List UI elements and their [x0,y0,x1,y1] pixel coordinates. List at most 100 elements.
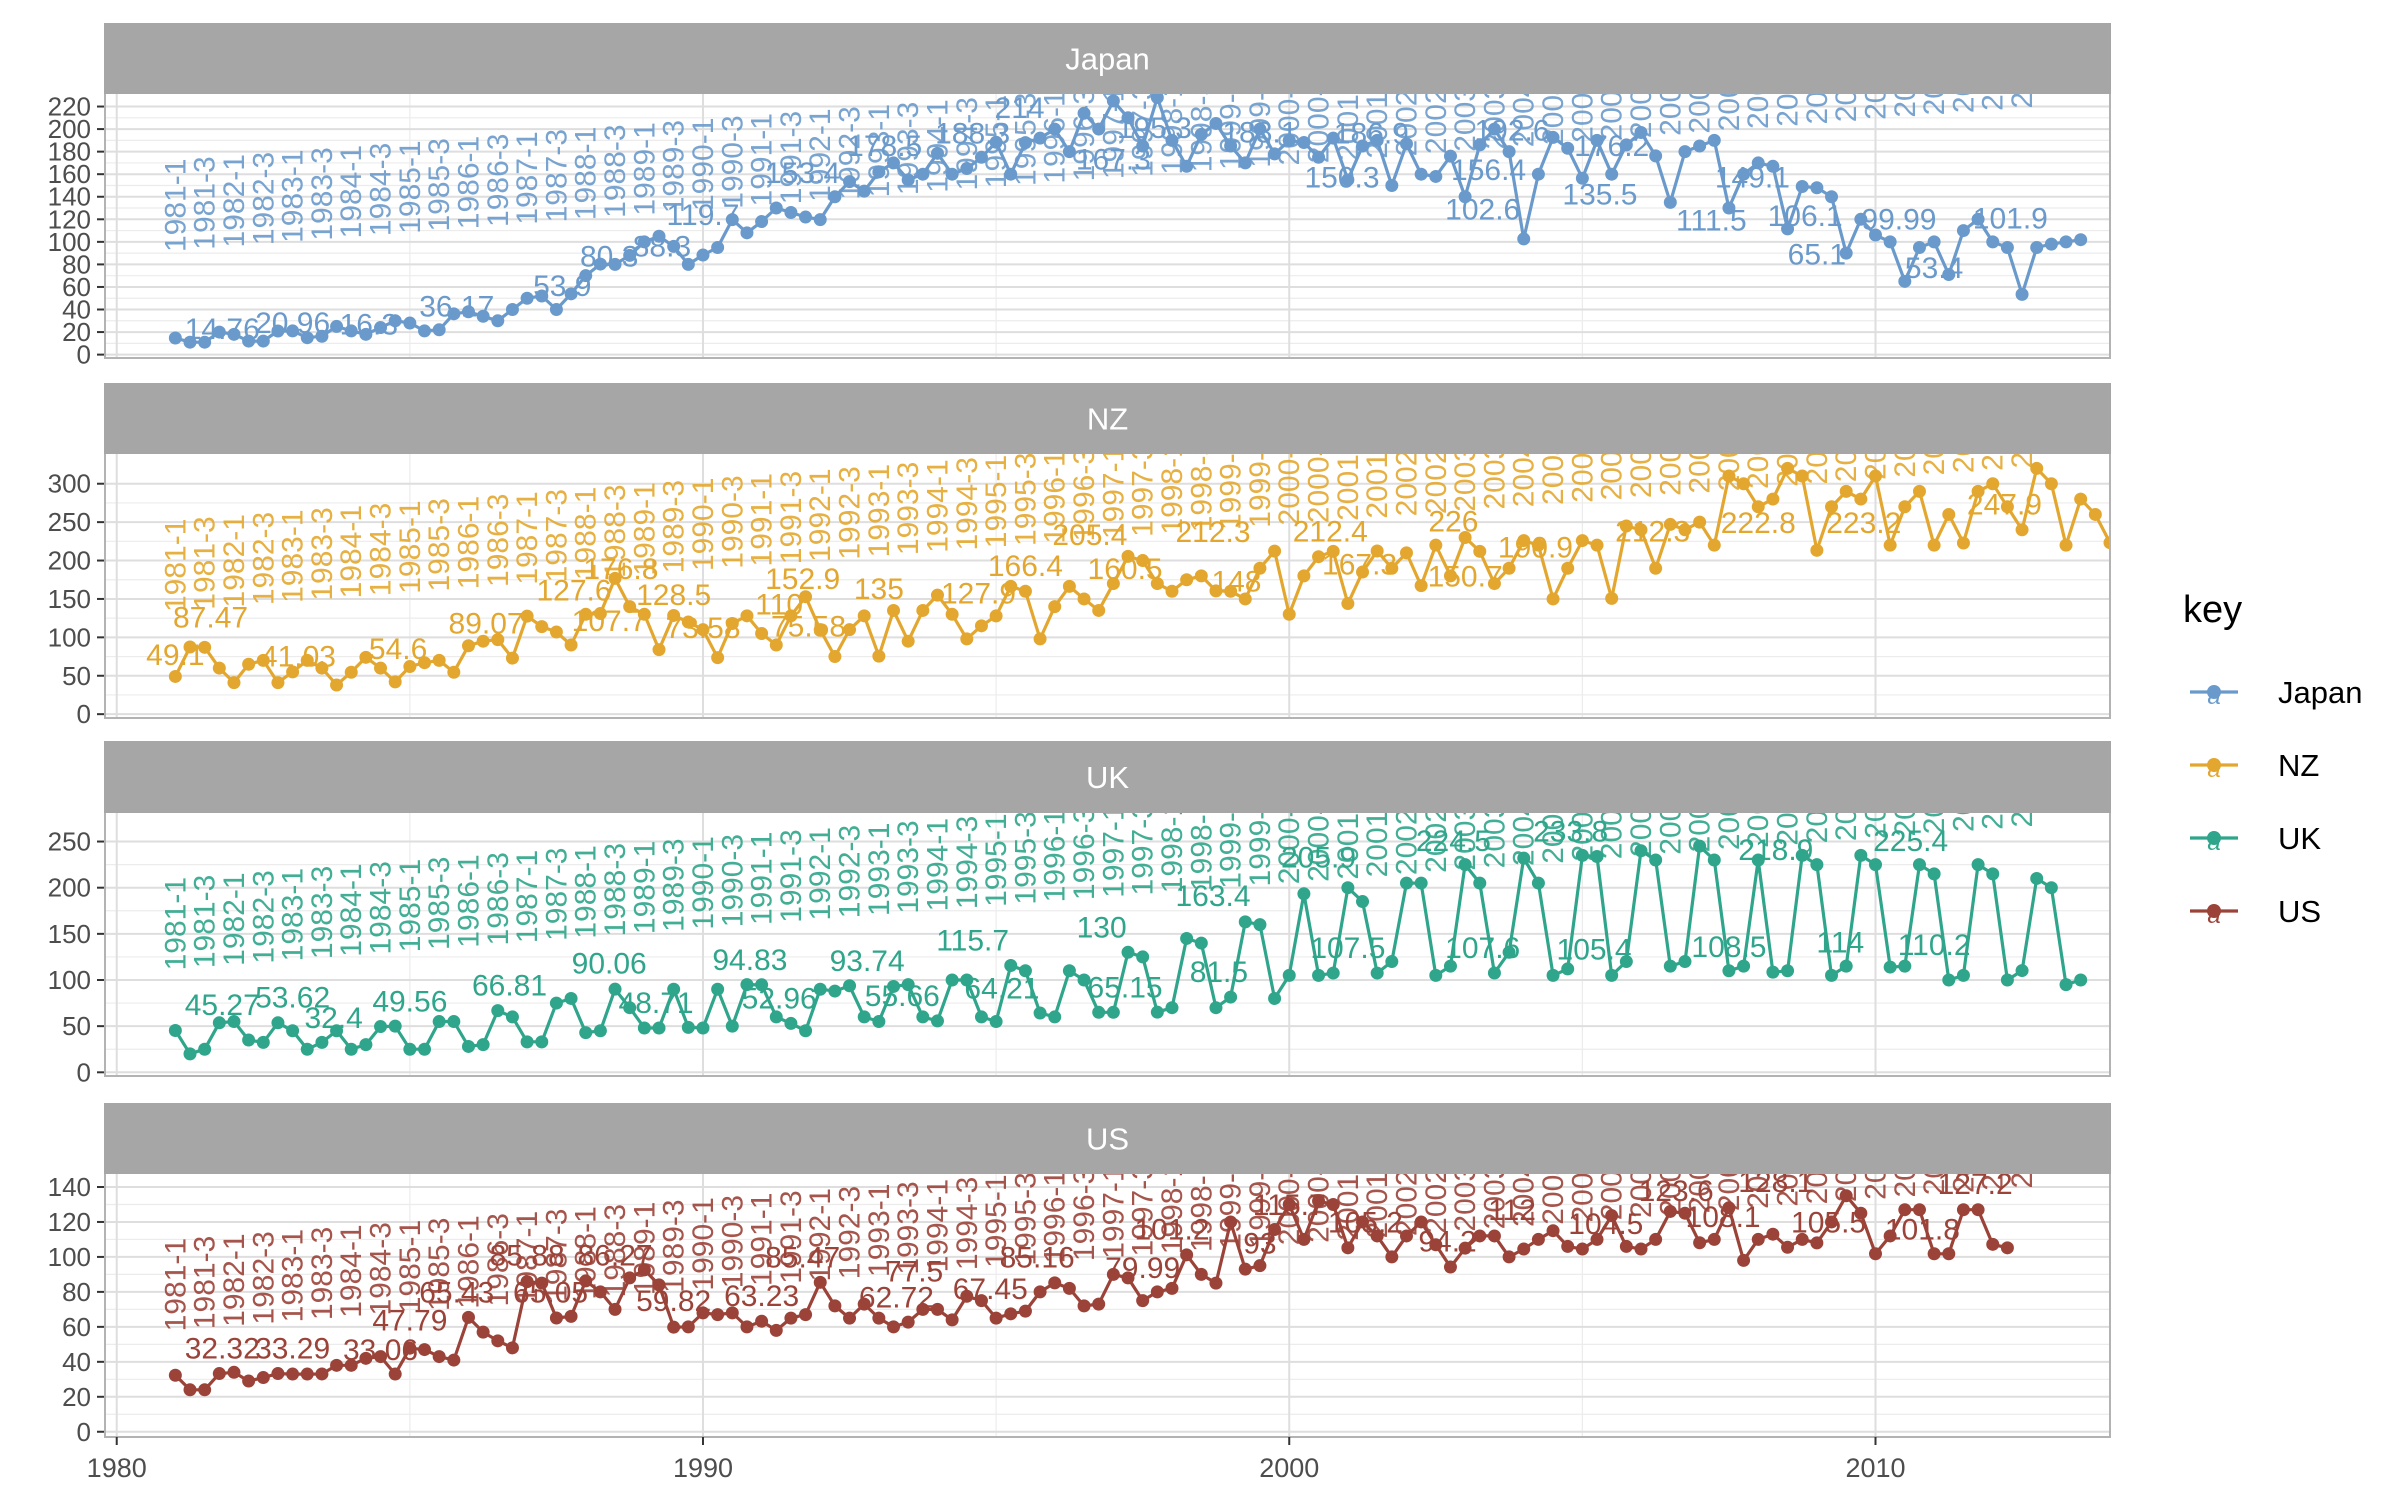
data-point [901,634,915,648]
facet-nz: 0 50 100 150 200 250 300 1981-11981-31982-11982… [48,382,2322,729]
value-label: 107.5 [1310,932,1385,965]
data-point [549,303,563,317]
data-point [1062,1281,1076,1295]
data-point [1956,224,1970,238]
panel-background [105,93,2110,358]
data-point [1106,94,1120,108]
period-label: 1987-1 [511,131,544,224]
data-point [505,651,519,665]
value-label: 108.1 [1686,1201,1761,1234]
data-point [1297,887,1311,901]
period-label: 2005-1 [1566,1129,1599,1222]
period-label: 2002-3 [1420,779,1453,872]
data-point [183,1047,197,1061]
data-point [711,651,725,665]
period-label: 2000-1 [1273,432,1306,525]
value-label: 111.5 [1676,205,1747,238]
legend-item-label: US [2278,894,2321,929]
data-point [1018,584,1032,598]
data-point [1018,136,1032,150]
data-point [711,982,725,996]
period-label: 1984-3 [365,1222,398,1315]
y-tick-label: 250 [48,507,91,537]
data-point [1297,136,1311,150]
value-label: 63.23 [724,1280,799,1313]
data-point [1868,858,1882,872]
data-point [887,1320,901,1334]
data-point [1766,1227,1780,1241]
data-point [2000,500,2014,514]
data-point [1971,212,1985,226]
period-label: 2012-1 [1977,17,2010,110]
data-point [652,229,666,243]
period-label: 2002-3 [1420,421,1453,514]
data-point [2103,536,2110,550]
data-point [2162,470,2175,483]
period-label: 2009-3 [1830,29,1863,122]
data-point [447,1353,461,1367]
data-point [608,982,622,996]
data-point [1927,867,1941,881]
data-point [1414,167,1428,181]
data-point [1136,950,1150,964]
y-tick-label: 80 [62,1277,91,1307]
data-point [1033,131,1047,145]
period-label: 1999-1 [1215,795,1248,888]
legend-key-glyph: a [2207,756,2220,783]
y-tick-label: 100 [48,1242,91,1272]
data-point [1912,1203,1926,1217]
data-point [315,1035,329,1049]
period-label: 2012-3 [2006,1095,2039,1188]
data-point [887,979,901,993]
data-point [242,657,256,671]
data-point [1062,579,1076,593]
data-point [1106,1005,1120,1019]
data-point [799,1308,813,1322]
data-point [593,607,607,621]
period-label: 1981-3 [189,156,222,249]
data-point [1224,584,1238,598]
data-point [828,190,842,204]
data-point [1399,137,1413,151]
period-label: 1998-3 [1185,798,1218,891]
data-point [1561,141,1575,155]
data-point [1414,1215,1428,1229]
y-tick-label: 0 [77,1057,91,1087]
period-label: 2011-3 [1947,382,1980,473]
y-tick-label: 20 [62,317,91,347]
data-point [813,982,827,996]
data-point [1165,1001,1179,1015]
data-point [2309,462,2322,475]
data-point [1487,122,1501,136]
period-label: 1994-1 [921,1179,954,1272]
data-point [1443,1260,1457,1274]
data-point [593,1285,607,1299]
period-label: 1986-3 [482,852,515,945]
period-label: 1990-3 [716,834,749,927]
value-label: 99.99 [1861,203,1936,236]
period-label: 1984-1 [335,145,368,238]
value-label: 65.15 [1088,972,1163,1005]
data-point [2118,477,2131,490]
data-point [828,1299,842,1313]
data-point [212,1367,226,1381]
data-point [344,1042,358,1056]
series-content: 1981-11981-31982-11982-31983-11983-31984… [146,382,2322,692]
y-tick-label: 20 [62,1382,91,1412]
period-label: 1982-3 [247,870,280,963]
data-point [593,1024,607,1038]
data-point [1605,167,1619,181]
period-label: 2006-3 [1654,42,1687,135]
data-point [1429,968,1443,982]
period-label: 1985-3 [423,138,456,231]
period-label: 1982-1 [218,1233,251,1326]
value-label: 114 [1816,926,1864,959]
data-point [2044,477,2058,491]
value-label: 65.43 [419,1276,494,1309]
data-point [711,1308,725,1322]
data-point [755,978,769,992]
data-point [1356,1215,1370,1229]
data-point [1927,235,1941,249]
period-label: 2008-3 [1772,752,1805,845]
data-point [315,661,329,675]
